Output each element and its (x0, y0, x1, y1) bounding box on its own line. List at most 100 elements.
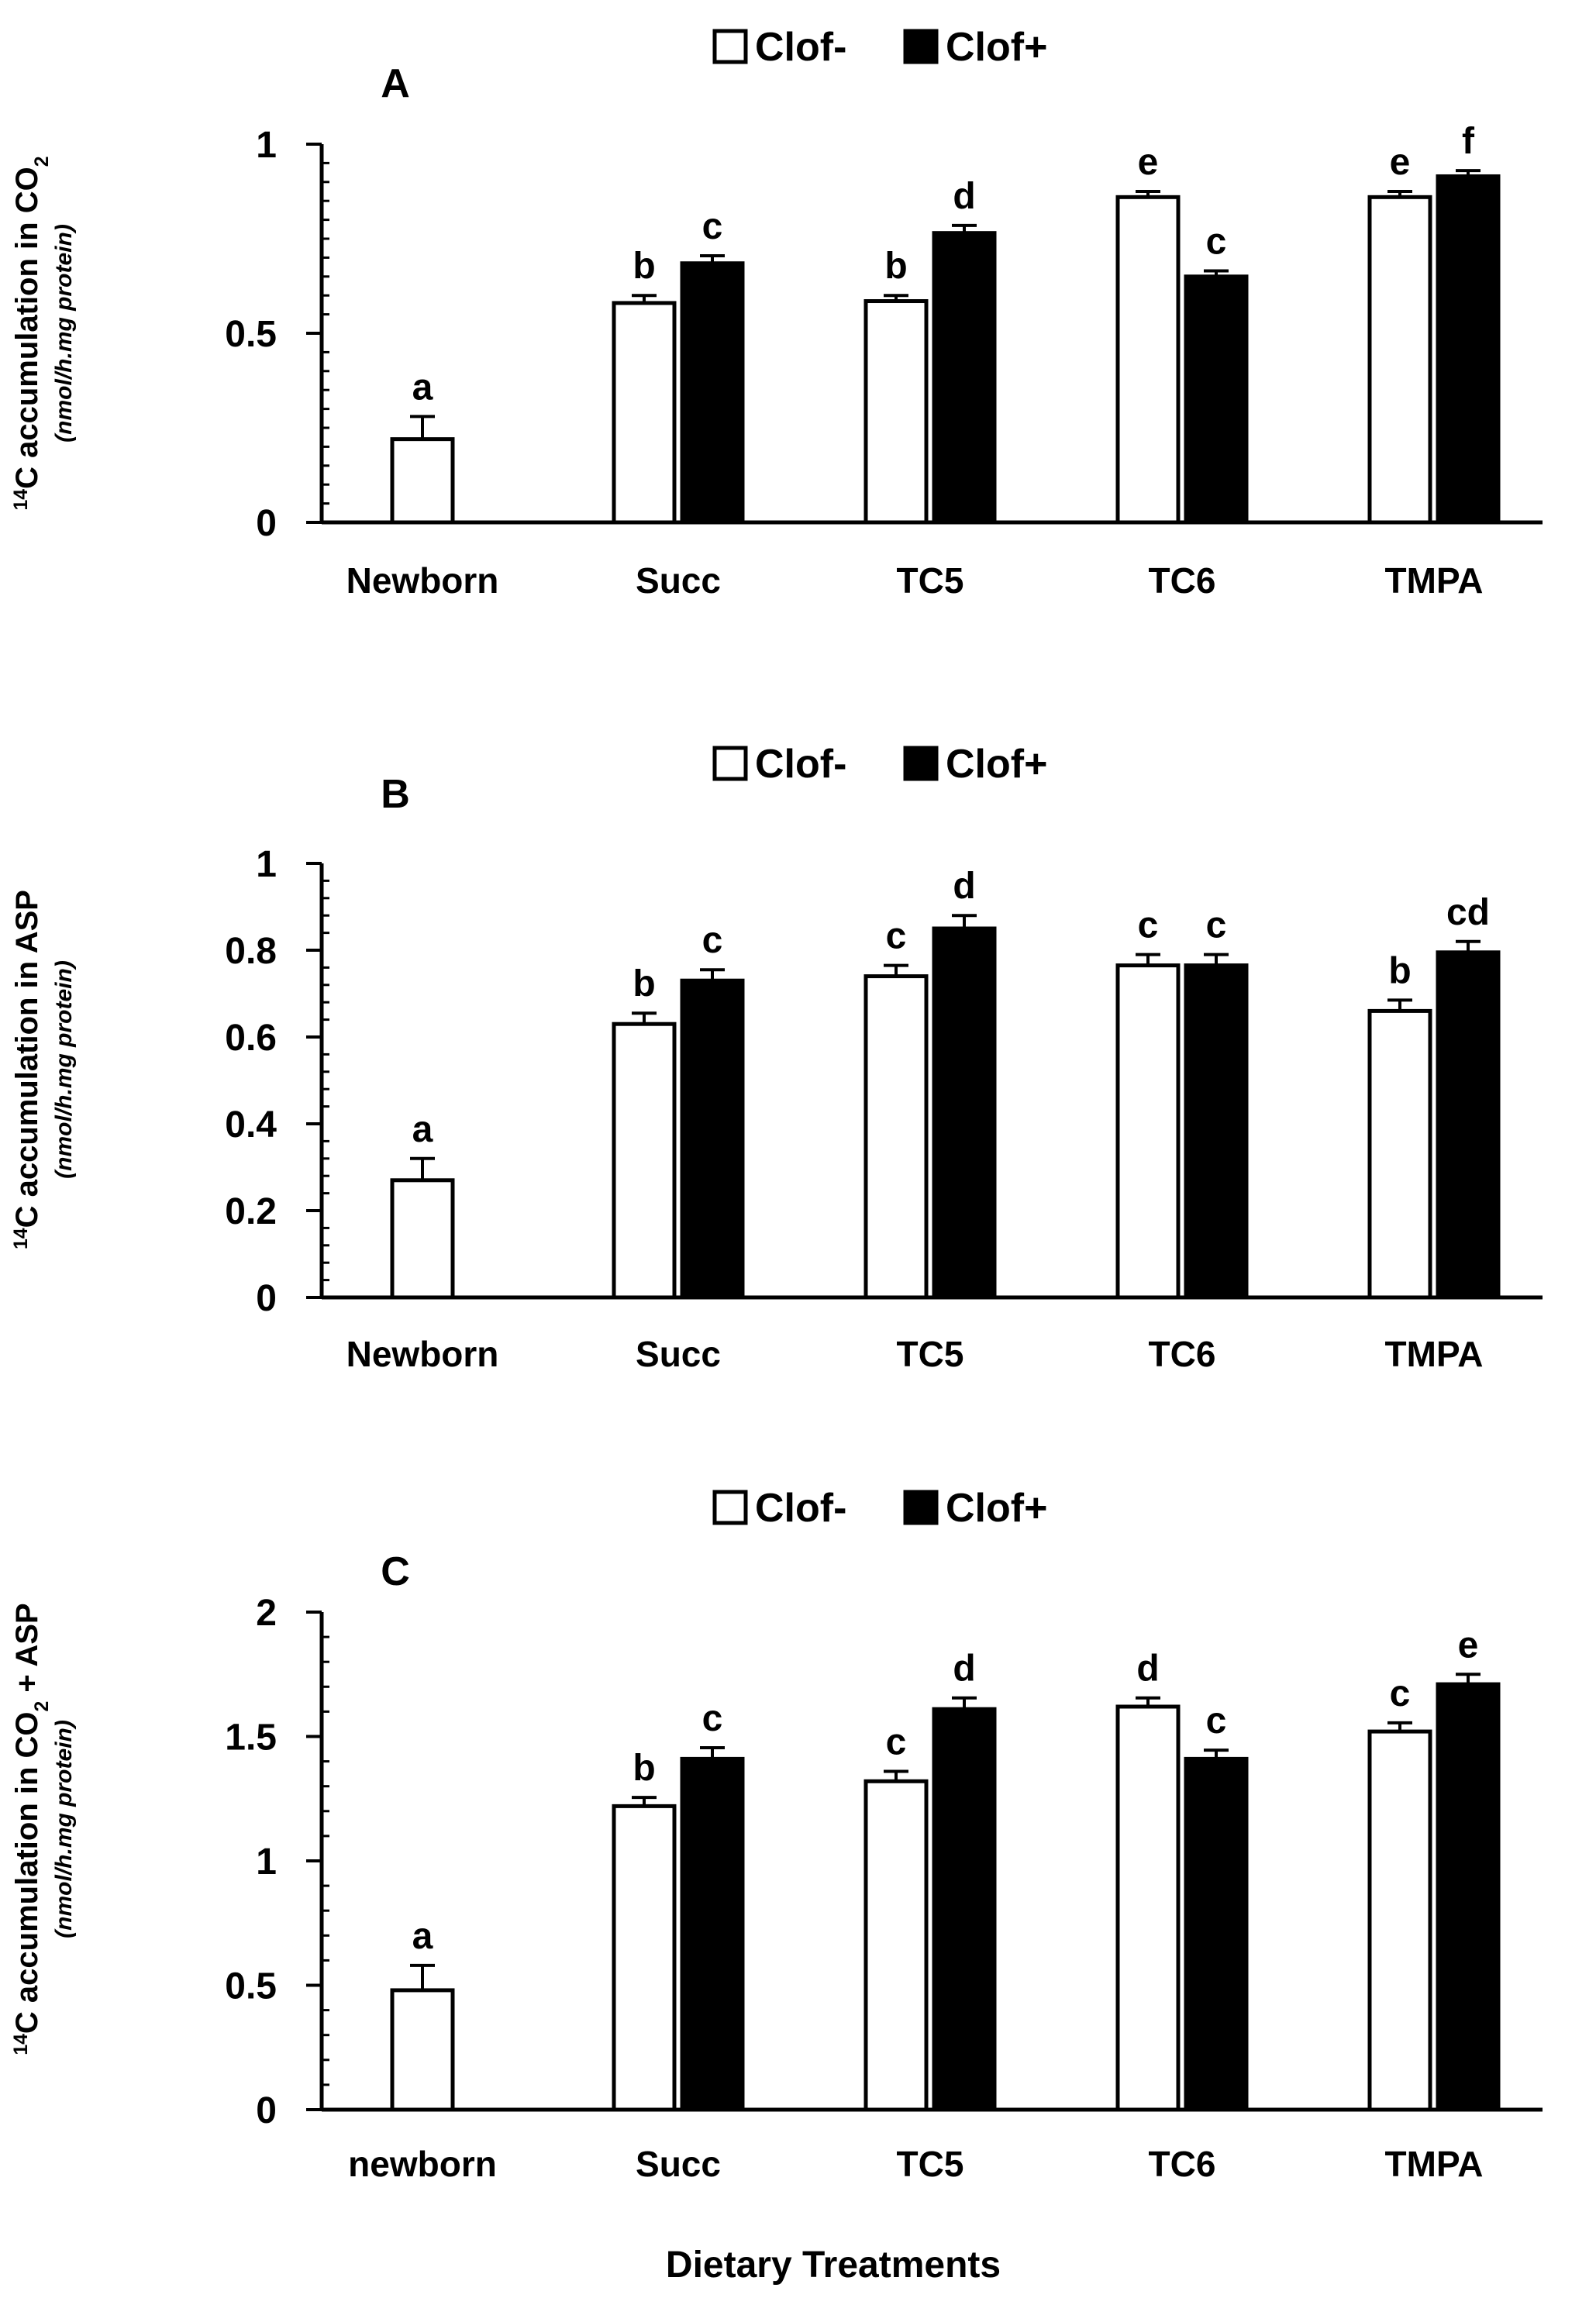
bar-clof-minus (612, 1022, 677, 1300)
x-category-label: TC6 (1149, 1334, 1216, 1374)
bar-clof-minus (1115, 963, 1181, 1300)
legend-swatch-clof-minus (712, 29, 748, 64)
y-tick-label: 0.4 (225, 1104, 277, 1146)
y-tick-label: 1 (256, 125, 277, 166)
bar-clof-plus (1436, 174, 1501, 525)
legend-swatch-clof-plus (903, 746, 939, 781)
bar-clof-plus (680, 1756, 745, 2112)
y-axis-title: 14C accumulation in CO2 (10, 157, 53, 511)
x-category-label: TC6 (1149, 2144, 1216, 2184)
bar-clof-plus (680, 261, 745, 525)
significance-letter: d (953, 176, 975, 217)
y-tick-label: 0 (256, 1278, 277, 1319)
bar-clof-plus (932, 1707, 997, 2112)
bar-clof-minus (612, 1804, 677, 2112)
panel-label: C (381, 1549, 410, 1594)
panel-c-chart: Clof- Clof+ C 14C accumulation in CO2 + ASP… (10, 1486, 1543, 2184)
significance-letter: e (1138, 142, 1159, 183)
y-tick-label: 0.2 (225, 1191, 277, 1232)
x-category-label: TC5 (897, 2144, 964, 2184)
bar-clof-plus (680, 978, 745, 1300)
significance-letter: c (1138, 905, 1159, 946)
x-category-label: TMPA (1385, 2144, 1484, 2184)
x-category-label: Newborn (346, 560, 499, 601)
legend-label-clof-minus: Clof- (755, 25, 846, 70)
legend-label-clof-plus: Clof+ (946, 25, 1047, 70)
panel-label: A (381, 61, 410, 106)
y-axis-subtitle: (nmol/h.mg protein) (51, 224, 77, 443)
significance-letter: d (1136, 1649, 1159, 1690)
bar-clof-minus (1115, 1704, 1181, 2112)
y-tick-label: 0 (256, 503, 277, 544)
bar-clof-minus (1115, 195, 1181, 525)
significance-letter: d (953, 1649, 975, 1690)
significance-letter: c (886, 1721, 907, 1762)
significance-letter: b (633, 246, 655, 287)
legend-swatch-clof-minus (712, 1490, 748, 1525)
x-category-label: newborn (348, 2144, 497, 2184)
legend-swatch-clof-plus (903, 29, 939, 64)
bar-clof-minus (390, 437, 455, 525)
y-tick-label: 0.5 (225, 1966, 277, 2007)
significance-letter: c (702, 1698, 723, 1739)
legend-label-clof-minus: Clof- (755, 742, 846, 787)
legend-label-clof-plus: Clof+ (946, 742, 1047, 787)
global-x-axis-title: Dietary Treatments (666, 2245, 1001, 2286)
bar-clof-minus (390, 1988, 455, 2112)
bar-clof-minus (1367, 1729, 1432, 2112)
y-tick-label: 0.6 (225, 1018, 277, 1059)
x-category-label: Succ (636, 1334, 721, 1374)
panel-a-chart: Clof- Clof+ A 14C accumulation in CO2(nmol/… (10, 25, 1543, 601)
significance-letter: d (953, 866, 975, 907)
bar-clof-plus (1436, 1682, 1501, 2112)
panel-label: B (381, 772, 410, 817)
y-axis-subtitle: (nmol/h.mg protein) (51, 1720, 77, 1938)
significance-letter: c (702, 206, 723, 247)
x-category-label: TC5 (897, 560, 964, 601)
legend-swatch-clof-minus (712, 746, 748, 781)
y-tick-label: 0 (256, 2090, 277, 2131)
bar-clof-minus (1367, 1008, 1432, 1300)
significance-letter: b (633, 963, 655, 1004)
significance-letter: a (412, 367, 433, 408)
significance-letter: c (1390, 1673, 1411, 1714)
panel-b-chart: Clof- Clof+ B 14C accumulation in ASP (nmol/… (10, 742, 1543, 1374)
significance-letter: f (1462, 121, 1475, 162)
significance-letter: a (412, 1916, 433, 1957)
significance-letter: c (702, 920, 723, 961)
y-tick-label: 1 (256, 844, 277, 885)
legend-label-clof-plus: Clof+ (946, 1486, 1047, 1531)
significance-letter: b (884, 246, 907, 287)
significance-letter: cd (1446, 892, 1490, 933)
bar-clof-minus (863, 974, 929, 1300)
significance-letter: a (412, 1109, 433, 1150)
bar-clof-plus (1184, 1756, 1249, 2112)
y-tick-label: 2 (256, 1593, 277, 1634)
significance-letter: c (1206, 221, 1227, 262)
y-tick-label: 1.5 (225, 1717, 277, 1759)
significance-letter: e (1458, 1624, 1479, 1666)
bar-clof-minus (612, 301, 677, 525)
bar-clof-minus (1367, 195, 1432, 525)
y-tick-label: 0.5 (225, 314, 277, 355)
bar-clof-minus (390, 1178, 455, 1300)
y-tick-label: 0.8 (225, 931, 277, 972)
y-axis-title: 14C accumulation in ASP (10, 890, 44, 1249)
y-tick-label: 1 (256, 1842, 277, 1883)
significance-letter: c (1206, 905, 1227, 946)
significance-letter: c (1206, 1700, 1227, 1742)
legend-label-clof-minus: Clof- (755, 1486, 846, 1531)
x-category-label: TMPA (1385, 1334, 1484, 1374)
bar-clof-plus (1184, 963, 1249, 1300)
y-axis-title: 14C accumulation in CO2 + ASP (10, 1603, 53, 2055)
bar-clof-plus (932, 231, 997, 525)
bar-clof-plus (932, 926, 997, 1300)
significance-letter: b (633, 1748, 655, 1789)
bar-clof-plus (1436, 950, 1501, 1300)
x-category-label: Succ (636, 560, 721, 601)
bar-clof-minus (863, 299, 929, 525)
x-category-label: TC6 (1149, 560, 1216, 601)
y-axis-subtitle: (nmol/h.mg protein) (51, 960, 77, 1179)
bar-clof-minus (863, 1779, 929, 2112)
